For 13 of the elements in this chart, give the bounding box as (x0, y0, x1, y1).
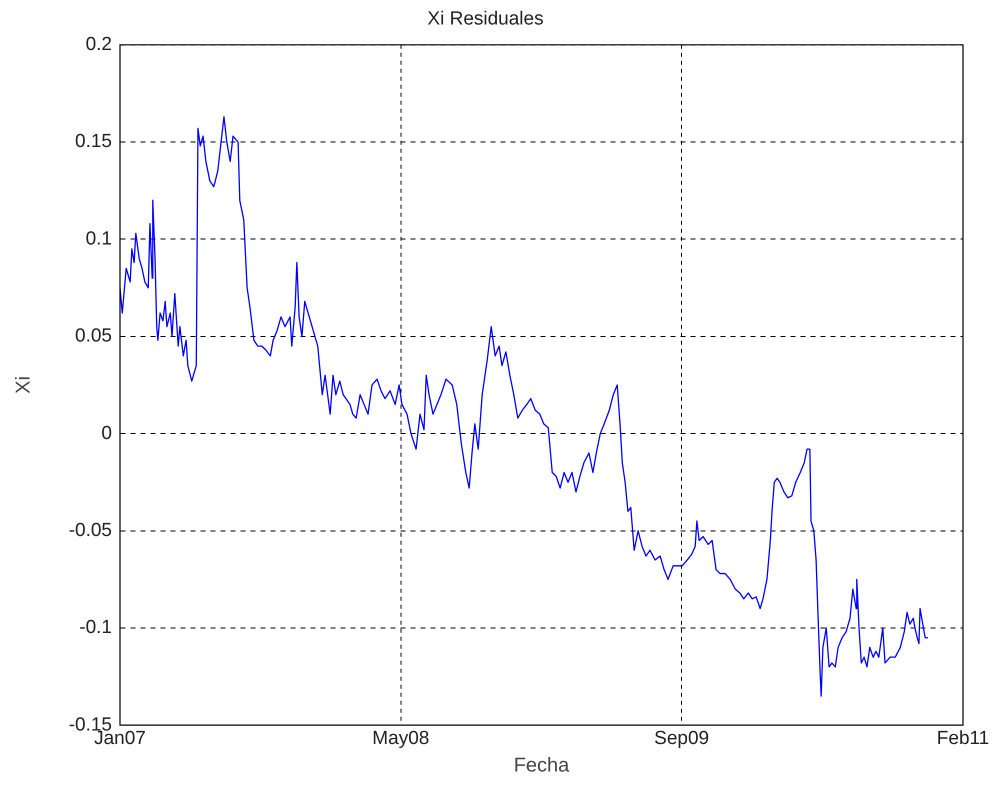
y-tick-label: 0.1 (86, 228, 112, 250)
chart-title: Xi Residuales (427, 8, 544, 30)
y-tick-label: 0.2 (86, 34, 112, 56)
x-tick-label: May08 (372, 728, 430, 749)
x-tick-label: Feb11 (936, 728, 990, 749)
y-tick-label: -0.05 (68, 520, 112, 542)
y-axis-title: Xi (12, 376, 35, 394)
y-tick-label: 0 (101, 422, 112, 444)
y-tick-label: 0.05 (75, 326, 112, 347)
y-tick-label: 0.15 (75, 131, 112, 152)
x-axis-title: Fecha (514, 754, 570, 777)
y-tick-label: -0.1 (79, 617, 112, 638)
x-tick-label: Sep09 (654, 728, 710, 749)
